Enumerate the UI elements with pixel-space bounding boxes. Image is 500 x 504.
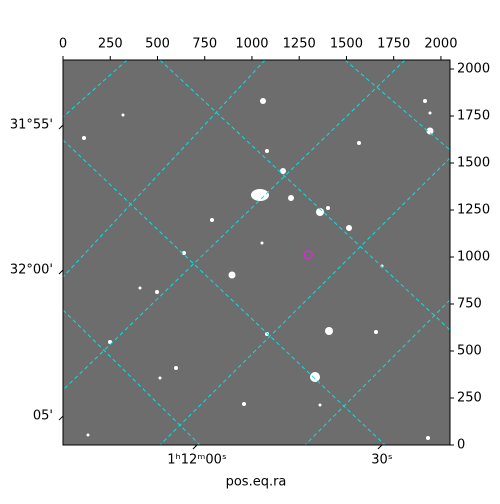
dec-tick-label: 32°00' xyxy=(10,262,53,277)
coord-grid xyxy=(63,60,450,445)
y-tick-label: 0 xyxy=(457,438,465,453)
ra-tick xyxy=(377,444,383,450)
dec-tick-label: 05' xyxy=(33,409,53,424)
grid-line xyxy=(63,60,266,278)
grid-line xyxy=(63,60,128,118)
x-tick-label: 1000 xyxy=(235,37,268,52)
grid-line xyxy=(344,60,450,151)
y-tick-label: 1250 xyxy=(457,203,490,218)
y-tick-label: 1500 xyxy=(457,156,490,171)
x-tick-label: 250 xyxy=(98,37,123,52)
frame xyxy=(62,59,451,446)
grid-line xyxy=(159,60,450,331)
y-tick-label: 250 xyxy=(457,391,482,406)
dec-tick-label: 31°55' xyxy=(10,118,53,133)
x-tick-label: 1250 xyxy=(283,37,316,52)
x-tick-label: 2000 xyxy=(424,37,457,52)
ra-tick-label: 1ʰ12ᵐ00ˢ xyxy=(167,453,227,468)
y-tick-label: 750 xyxy=(457,297,482,312)
image xyxy=(63,60,450,445)
y-tick-label: 2000 xyxy=(457,62,490,77)
target-marker xyxy=(303,250,313,260)
x-tick-label: 500 xyxy=(145,37,170,52)
dec-tick xyxy=(58,124,64,130)
ra-tick xyxy=(192,444,198,450)
y-tick-label: 500 xyxy=(457,344,482,359)
ra-tick-label: 30ˢ xyxy=(371,453,393,468)
x-tick-label: 1750 xyxy=(377,37,410,52)
x-tick-label: 0 xyxy=(59,37,67,52)
y-tick-label: 1750 xyxy=(457,109,490,124)
grid-line xyxy=(304,299,450,445)
dec-tick xyxy=(58,269,64,275)
grid-line xyxy=(63,139,386,445)
x-tick-label: 1500 xyxy=(330,37,363,52)
grid-line xyxy=(63,60,406,391)
y-tick-label: 1000 xyxy=(457,250,490,265)
stars xyxy=(82,98,434,440)
x-tick-label: 750 xyxy=(192,37,217,52)
grid-line xyxy=(159,157,450,445)
dec-tick xyxy=(58,415,64,421)
x-axis-label: pos.eq.ra xyxy=(226,475,287,490)
